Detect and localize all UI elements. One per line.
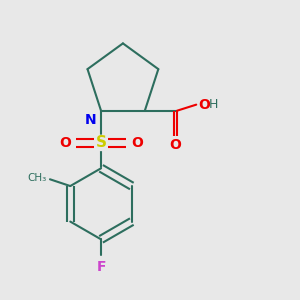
Text: O: O <box>169 138 181 152</box>
Text: F: F <box>96 260 106 274</box>
Text: N: N <box>84 113 96 128</box>
Text: CH₃: CH₃ <box>27 172 46 183</box>
Text: O: O <box>59 136 71 150</box>
Text: S: S <box>95 135 106 150</box>
Text: O: O <box>198 98 210 112</box>
Text: H: H <box>209 98 218 111</box>
Text: O: O <box>131 136 143 150</box>
